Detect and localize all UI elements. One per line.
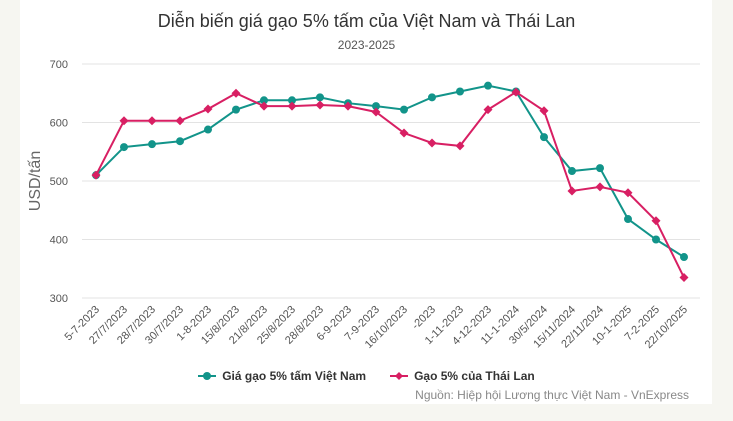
chart-title: Diễn biến giá gạo 5% tấm của Việt Nam và… bbox=[157, 11, 576, 31]
series-line bbox=[95, 90, 685, 278]
legend-item-vietnam[interactable]: Giá gạo 5% tấm Việt Nam bbox=[198, 369, 366, 383]
data-point-vietnam bbox=[316, 93, 324, 102]
legend-item-thailand[interactable]: Gạo 5% của Thái Lan bbox=[390, 369, 535, 383]
data-point-vietnam bbox=[260, 96, 268, 105]
y-tick-label: 400 bbox=[50, 235, 68, 247]
data-point-vietnam bbox=[232, 105, 240, 114]
data-point-vietnam bbox=[680, 253, 688, 262]
data-point-vietnam bbox=[428, 93, 436, 102]
data-point-thailand bbox=[483, 105, 493, 115]
data-point-thailand bbox=[511, 87, 521, 97]
data-point-vietnam bbox=[120, 143, 128, 152]
data-point-thailand bbox=[679, 273, 689, 283]
legend-label: Gạo 5% của Thái Lan bbox=[414, 369, 535, 383]
legend-diamond-icon bbox=[390, 372, 409, 380]
y-axis-label: USD/tấn bbox=[27, 151, 44, 211]
data-point-thailand bbox=[91, 170, 101, 180]
data-point-vietnam bbox=[148, 140, 156, 149]
data-point-thailand bbox=[175, 116, 185, 126]
data-point-vietnam bbox=[456, 87, 464, 96]
data-point-thailand bbox=[287, 101, 297, 111]
y-tick-label: 500 bbox=[50, 176, 68, 188]
data-point-thailand bbox=[231, 88, 241, 98]
y-tick-label: 700 bbox=[50, 59, 68, 71]
data-point-vietnam bbox=[596, 164, 604, 173]
data-point-vietnam bbox=[652, 235, 660, 244]
data-point-thailand bbox=[595, 182, 605, 192]
series-line bbox=[95, 84, 685, 258]
data-point-vietnam bbox=[624, 215, 632, 224]
data-point-vietnam bbox=[400, 105, 408, 114]
data-point-vietnam bbox=[204, 125, 212, 134]
legend-circle-icon bbox=[198, 372, 217, 380]
data-point-thailand bbox=[315, 100, 325, 110]
legend: Giá gạo 5% tấm Việt Nam Gạo 5% của Thái … bbox=[0, 369, 733, 383]
data-point-vietnam bbox=[568, 167, 576, 176]
y-tick-label: 300 bbox=[50, 293, 68, 305]
data-point-thailand bbox=[259, 101, 269, 111]
data-point-vietnam bbox=[288, 96, 296, 105]
data-point-thailand bbox=[539, 106, 549, 116]
data-point-thailand bbox=[399, 128, 409, 138]
data-point-thailand bbox=[147, 116, 157, 126]
legend-label: Giá gạo 5% tấm Việt Nam bbox=[222, 369, 367, 383]
data-point-thailand bbox=[427, 138, 437, 148]
data-point-thailand bbox=[119, 116, 129, 126]
data-point-thailand bbox=[623, 188, 633, 198]
data-point-thailand bbox=[343, 101, 353, 111]
data-point-vietnam bbox=[176, 137, 184, 146]
data-point-thailand bbox=[455, 141, 465, 151]
data-point-thailand bbox=[567, 186, 577, 196]
chart-panel bbox=[20, 0, 712, 404]
source-note: Nguồn: Hiệp hội Lương thực Việt Nam - Vn… bbox=[415, 388, 689, 402]
data-point-vietnam bbox=[484, 81, 492, 90]
data-point-vietnam bbox=[372, 102, 380, 111]
chart-subtitle: 2023-2025 bbox=[337, 38, 396, 52]
data-point-thailand bbox=[651, 216, 661, 226]
data-point-vietnam bbox=[540, 133, 548, 142]
data-point-thailand bbox=[371, 107, 381, 117]
data-point-thailand bbox=[203, 104, 213, 114]
y-tick-label: 600 bbox=[50, 118, 68, 130]
